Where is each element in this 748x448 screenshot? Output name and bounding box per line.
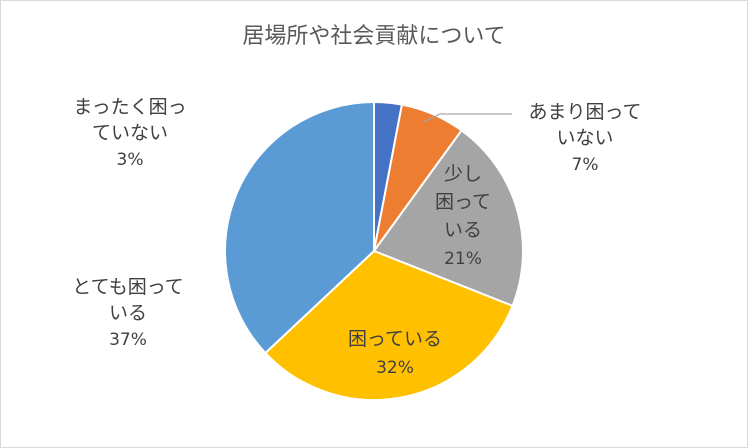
pie-labels: まったく困っていない 3% あまり困っていない 7% 少し困っている 21% 困っている 32… xyxy=(72,96,641,378)
slice-label-4: 困っている 32% xyxy=(348,328,442,378)
slice-label-2: あまり困っていない 7% xyxy=(528,101,641,175)
slice-label-3: 少し困っている 21% xyxy=(435,163,491,269)
slice-percent-2: 7% xyxy=(572,155,599,175)
chart-title: 居場所や社会貢献について xyxy=(242,24,506,49)
pie-slice-4 xyxy=(263,249,514,401)
slice-label-1: まったく困っていない 3% xyxy=(73,96,186,170)
leader-lines xyxy=(422,113,512,123)
slice-percent-3: 21% xyxy=(444,249,482,269)
slice-percent-1: 3% xyxy=(117,150,144,170)
slice-percent-5: 37% xyxy=(109,330,147,350)
pie-slice-5 xyxy=(224,100,375,355)
slice-percent-4: 32% xyxy=(376,358,414,378)
pie-slices xyxy=(224,100,524,401)
slice-label-5: とても困っている 37% xyxy=(72,276,184,350)
pie-slice-3 xyxy=(372,129,524,308)
leader-line xyxy=(422,113,512,123)
